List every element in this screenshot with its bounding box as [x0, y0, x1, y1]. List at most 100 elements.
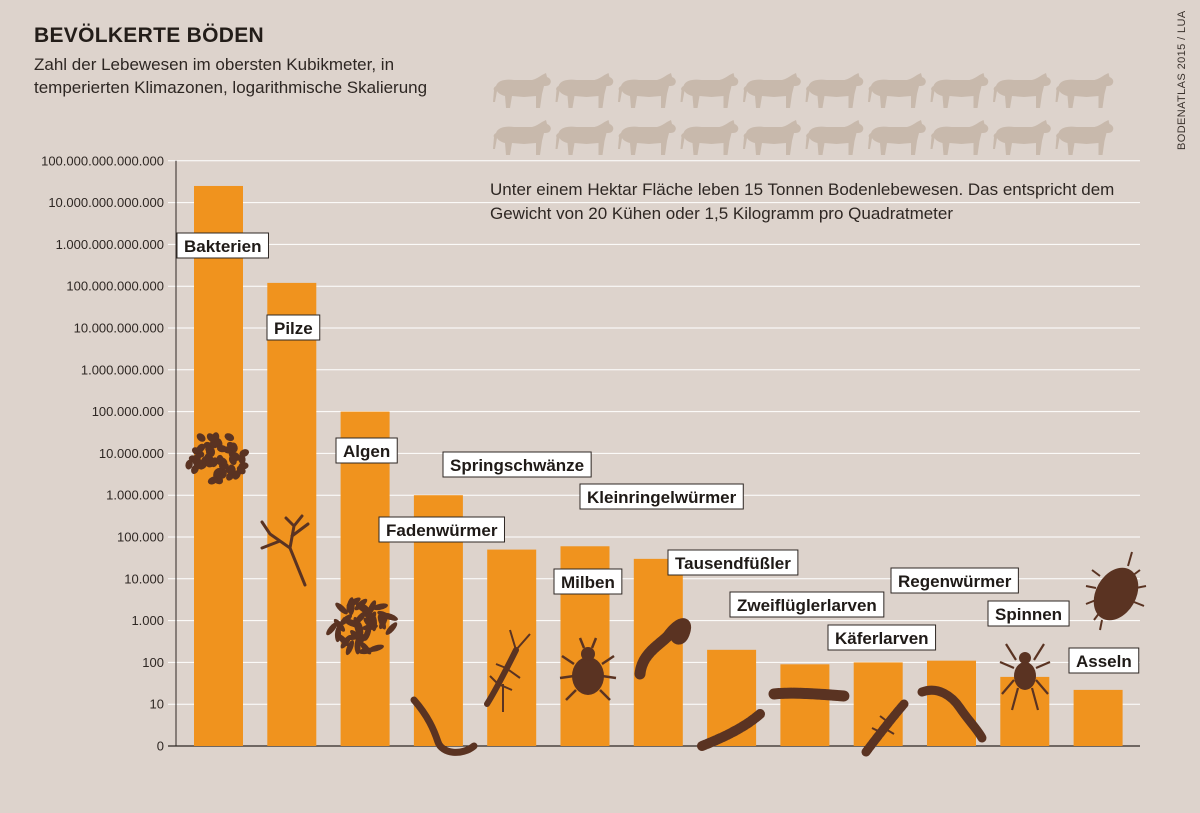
cow-icon — [743, 120, 801, 155]
cow-icon — [618, 120, 676, 155]
bar-label-box — [729, 591, 885, 618]
bar-label: Kleinringelwürmer — [579, 483, 744, 510]
bar-label-box — [176, 232, 269, 259]
bar-label: Milben — [553, 568, 623, 595]
bar-9 — [780, 664, 830, 746]
bar-labels: Bakterien Pilze Algen Fadenwürmer Springschw… — [176, 232, 1140, 674]
fly-larva-icon — [768, 687, 850, 702]
bar-label-text: Springschwänze — [450, 456, 584, 475]
cow-icon — [680, 120, 739, 155]
nematode-icon — [410, 696, 478, 756]
bar-label-box — [667, 549, 799, 576]
bar-label-box — [266, 314, 321, 341]
mite-icon — [559, 637, 617, 701]
bar-label: Pilze — [266, 314, 321, 341]
y-tick-label: 1.000.000.000.000 — [56, 237, 164, 252]
bar-label-text: Kleinringelwürmer — [587, 488, 737, 507]
cow-icon — [555, 120, 614, 155]
bar-label: Zweiflüglerlarven — [729, 591, 885, 618]
bar-label-box — [827, 624, 937, 651]
bar-label-box — [335, 437, 398, 464]
bar-label: Springschwänze — [442, 451, 592, 478]
bar-label-text: Bakterien — [184, 237, 261, 256]
bar-label-text: Zweiflüglerlarven — [737, 596, 877, 615]
y-tick-label: 10.000.000.000.000 — [48, 195, 164, 210]
bar-label-text: Fadenwürmer — [386, 521, 498, 540]
y-tick-label: 100.000.000.000.000 — [41, 153, 164, 168]
cow-icon — [1055, 73, 1114, 108]
cow-icon — [993, 73, 1051, 108]
y-tick-label: 0 — [157, 739, 164, 754]
bar-7 — [633, 558, 683, 746]
cow-icons — [493, 73, 1114, 155]
bar-label-text: Spinnen — [995, 605, 1062, 624]
y-tick-label: 100.000 — [117, 530, 164, 545]
bar-label: Tausendfüßler — [667, 549, 799, 576]
bar-label: Fadenwürmer — [378, 516, 505, 543]
cow-icon — [680, 73, 739, 108]
woodlouse-icon — [1085, 551, 1147, 631]
cow-icon — [868, 120, 926, 155]
y-tick-label: 1.000.000.000 — [81, 362, 164, 377]
y-tick-label: 10 — [150, 697, 164, 712]
small-worm-icon — [634, 618, 691, 680]
cow-icon — [805, 120, 864, 155]
bar-label-text: Asseln — [1076, 652, 1132, 671]
bar-label-box — [579, 483, 744, 510]
y-tick-label: 100.000.000.000 — [66, 279, 164, 294]
y-axis: 0 10 100 1.000 10.000 100.000 1.000.000 10.000.… — [41, 153, 177, 754]
bar-label-text: Tausendfüßler — [675, 554, 791, 573]
y-tick-label: 10.000 — [124, 571, 164, 586]
cow-icon — [555, 73, 614, 108]
bar-label-box — [987, 600, 1070, 627]
bar-label: Käferlarven — [827, 624, 937, 651]
bar-label-box — [890, 567, 1019, 594]
algae-icon — [326, 597, 398, 656]
y-tick-label: 1.000 — [131, 613, 164, 628]
bar-label-box — [553, 568, 623, 595]
cow-icon — [493, 120, 551, 155]
bar-label: Spinnen — [987, 600, 1070, 627]
cow-icon — [1055, 120, 1114, 155]
bar-2 — [267, 282, 317, 746]
bar-3 — [340, 411, 390, 746]
bars — [194, 185, 1123, 746]
y-tick-label: 100.000.000 — [92, 404, 164, 419]
bar-label: Algen — [335, 437, 398, 464]
cow-icon — [930, 73, 989, 108]
cow-icon — [743, 73, 801, 108]
cow-icon — [493, 73, 551, 108]
y-tick-label: 100 — [142, 655, 164, 670]
y-tick-label: 10.000.000.000 — [74, 321, 164, 336]
bar-label-text: Algen — [343, 442, 390, 461]
bar-label-box — [378, 516, 505, 543]
fungus-icon — [260, 514, 310, 587]
spider-icon — [999, 643, 1051, 711]
bacteria-icon — [185, 432, 249, 485]
chart-subtitle: Zahl der Lebewesen im obersten Kubikmete… — [34, 55, 428, 97]
bar-label: Bakterien — [176, 232, 269, 259]
bar-5 — [487, 549, 537, 746]
cow-icon — [618, 73, 676, 108]
springtail-icon — [484, 629, 531, 712]
bar-label: Asseln — [1068, 647, 1140, 674]
annotation-text: Unter einem Hektar Fläche leben 15 Tonne… — [490, 180, 1115, 223]
bar-label-text: Pilze — [274, 319, 313, 338]
organism-icons — [185, 432, 1147, 757]
cow-icon — [993, 120, 1051, 155]
earthworm-icon — [917, 685, 987, 743]
bar-13 — [1073, 689, 1123, 746]
cow-icon — [805, 73, 864, 108]
y-tick-label: 10.000.000 — [99, 446, 164, 461]
bar-label-text: Käferlarven — [835, 629, 929, 648]
chart-title: BEVÖLKERTE BÖDEN — [34, 24, 264, 47]
cow-icon — [930, 120, 989, 155]
y-tick-label: 1.000.000 — [106, 488, 164, 503]
bar-label-text: Regenwürmer — [898, 572, 1012, 591]
bar-label-text: Milben — [561, 573, 615, 592]
beetle-larva-icon — [861, 699, 909, 757]
bar-label: Regenwürmer — [890, 567, 1019, 594]
millipede-icon — [697, 709, 765, 751]
cow-icon — [868, 73, 926, 108]
